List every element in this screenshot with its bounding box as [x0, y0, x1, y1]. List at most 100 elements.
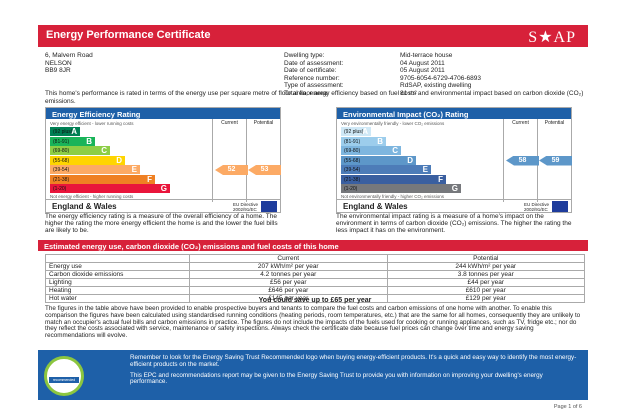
potential-rating-arrow: 59: [539, 155, 572, 166]
table-row: Carbon dioxide emissions 4.2 tonnes per y…: [45, 270, 585, 279]
eu-directive: EU Directive 2002/91/EC: [524, 202, 549, 212]
energy-use-section-header: Estimated energy use, carbon dioxide (CO…: [38, 240, 588, 251]
rating-band-g: (1-20) G: [50, 184, 170, 193]
eu-directive: EU Directive 2002/91/EC: [233, 202, 258, 212]
rating-band-g: (1-20) G: [341, 184, 461, 193]
page-number: Page 1 of 6: [553, 404, 582, 410]
table-cell: 244 kWh/m² per year: [386, 262, 585, 271]
figures-explanation: The figures in the table above have been…: [45, 305, 581, 340]
energy-efficiency-panel: Energy Efficiency Rating Current Potential…: [45, 107, 281, 213]
rating-band-e: (39-54) E: [50, 165, 140, 174]
band-range: (55-68): [53, 157, 70, 164]
table-cell: £145 per year: [189, 294, 388, 303]
column-header: Current: [189, 254, 388, 263]
band-range: (81-91): [344, 138, 361, 145]
rating-band-f: (21-38) F: [50, 174, 155, 184]
band-range: (55-68): [344, 157, 361, 164]
table-cell: 4.2 tonnes per year: [189, 270, 388, 279]
current-rating-arrow: 52: [215, 165, 248, 175]
band-letter: C: [392, 146, 398, 155]
environmental-impact-panel: Environmental Impact (CO₂) Rating Current…: [336, 107, 572, 213]
bottom-note: Not environmentally friendly - higher CO…: [341, 194, 445, 199]
detail-key: Total floor area:: [284, 89, 329, 97]
detail-value: 05 August 2011: [400, 67, 445, 74]
detail-key: Type of assessment:: [284, 82, 344, 89]
detail-value: 04 August 2011: [400, 59, 445, 67]
rating-footer: England & Wales EU Directive 2002/91/EC: [337, 199, 571, 212]
top-note: Very energy efficient - lower running co…: [50, 121, 134, 126]
current-column-label: Current: [212, 119, 246, 202]
eu-directive-number: 2002/91/EC: [523, 207, 548, 212]
detail-key: Date of assessment:: [284, 59, 344, 67]
eu-directive-number: 2002/91/EC: [232, 207, 257, 212]
region-label: England & Wales: [52, 202, 117, 211]
band-range: (21-38): [53, 176, 70, 183]
table-cell: £646 per year: [189, 286, 388, 295]
rating-band-a: (92 plus) A: [50, 127, 80, 136]
band-letter: G: [451, 184, 458, 193]
rating-band-d: (55-68) D: [341, 155, 416, 165]
eu-flag-icon: [261, 201, 277, 212]
rating-band-f: (21-38) F: [341, 174, 446, 184]
detail-key: Date of certificate:: [284, 67, 337, 74]
band-range: (81-91): [53, 138, 70, 145]
band-range: (39-54): [344, 167, 361, 173]
detail-row: Date of assessment: 04 August 2011: [284, 60, 481, 68]
detail-row: Reference number: 9705-6054-6729-4706-689…: [284, 75, 481, 83]
rating-band-e: (39-54) E: [341, 165, 431, 174]
table-cell: £44 per year: [386, 278, 585, 287]
table-cell: Energy use: [45, 262, 190, 271]
table-row: Lighting £56 per year £44 per year: [45, 278, 585, 287]
sap-logo: S★AP: [528, 29, 576, 46]
band-range: (1-20): [53, 186, 67, 192]
certificate-details: Dwelling type: Mid-terrace house Date of a…: [284, 52, 481, 97]
band-range: (39-54): [53, 167, 70, 173]
region-label: England & Wales: [343, 202, 408, 211]
address-line: BB9 8JR: [45, 67, 71, 74]
table-cell: 3.8 tonnes per year: [386, 270, 585, 279]
table-cell: £129 per year: [386, 294, 585, 303]
rating-band-d: (55-68) D: [50, 155, 125, 165]
table-header-row: Current Potential: [45, 254, 585, 263]
top-note: Very environmentally friendly - lower CO…: [341, 121, 445, 126]
rating-band-b: (81-91) B: [341, 136, 386, 146]
energy-efficiency-description: The energy efficiency rating is a measur…: [45, 213, 278, 235]
table-row: Energy use 207 kWh/m² per year 244 kWh/m² …: [45, 262, 585, 271]
energy-use-table: Current Potential Energy use 207 kWh/m² per…: [45, 254, 585, 303]
rating-footer: England & Wales EU Directive 2002/91/EC: [46, 199, 280, 212]
rating-band-c: (69-80) C: [50, 146, 110, 155]
table-cell: 207 kWh/m² per year: [189, 262, 388, 271]
table-cell: £610 per year: [386, 286, 585, 295]
rating-band-b: (81-91) B: [50, 136, 95, 146]
table-cell: Heating: [45, 286, 190, 295]
band-range: (1-20): [344, 186, 358, 192]
band-letter: D: [116, 155, 122, 165]
eu-flag-icon: [552, 201, 568, 212]
detail-row: Dwelling type: Mid-terrace house: [284, 52, 481, 60]
potential-column-label: Potential: [246, 119, 280, 202]
band-letter: E: [131, 165, 137, 174]
property-address: 6, Malvern Road NELSON BB9 8JR: [45, 52, 93, 75]
detail-key: Dwelling type:: [284, 52, 325, 59]
current-column-label: Current: [503, 119, 537, 202]
detail-key: Reference number:: [284, 74, 340, 82]
band-letter: F: [147, 174, 152, 184]
rating-columns: Current Potential: [212, 119, 280, 202]
epc-sharing-text: This EPC and recommendations report may …: [130, 371, 543, 386]
table-row: Hot water £145 per year £129 per year: [45, 294, 585, 303]
band-letter: A: [362, 127, 368, 136]
band-range: (92 plus): [53, 129, 73, 135]
table-cell: Carbon dioxide emissions: [45, 270, 190, 279]
rating-band-c: (69-80) C: [341, 146, 401, 155]
bottom-note: Not energy efficient - higher running co…: [50, 194, 134, 199]
savings-text: You could save up to £65 per year: [258, 297, 372, 304]
band-letter: E: [422, 165, 428, 174]
band-letter: F: [438, 174, 443, 184]
band-letter: G: [160, 184, 167, 193]
intro-text: This home's performance is rated in term…: [45, 90, 584, 105]
band-letter: B: [86, 136, 92, 146]
energy-saving-trust-box: recommended Remember to look for the Ene…: [38, 350, 588, 400]
address-line: 6, Malvern Road: [45, 52, 93, 59]
band-range: (69-80): [53, 148, 70, 154]
eu-directive-line: EU Directive: [232, 202, 258, 207]
